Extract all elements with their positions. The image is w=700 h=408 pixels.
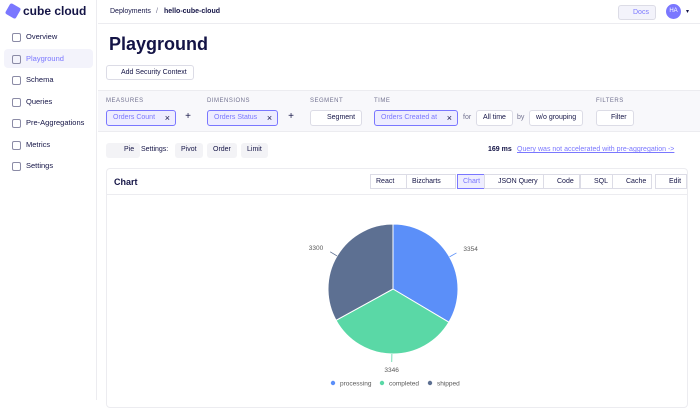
legend-label: shipped [437,381,460,388]
legend-marker [331,381,335,385]
legend-marker [428,381,432,385]
value-label: 3346 [384,367,399,374]
value-label: 3354 [463,246,478,253]
label-leader [330,252,337,256]
value-label: 3300 [309,245,324,252]
legend-marker [380,381,384,385]
legend-label: completed [389,381,419,388]
label-leader [450,253,457,257]
legend-label: processing [340,381,372,388]
